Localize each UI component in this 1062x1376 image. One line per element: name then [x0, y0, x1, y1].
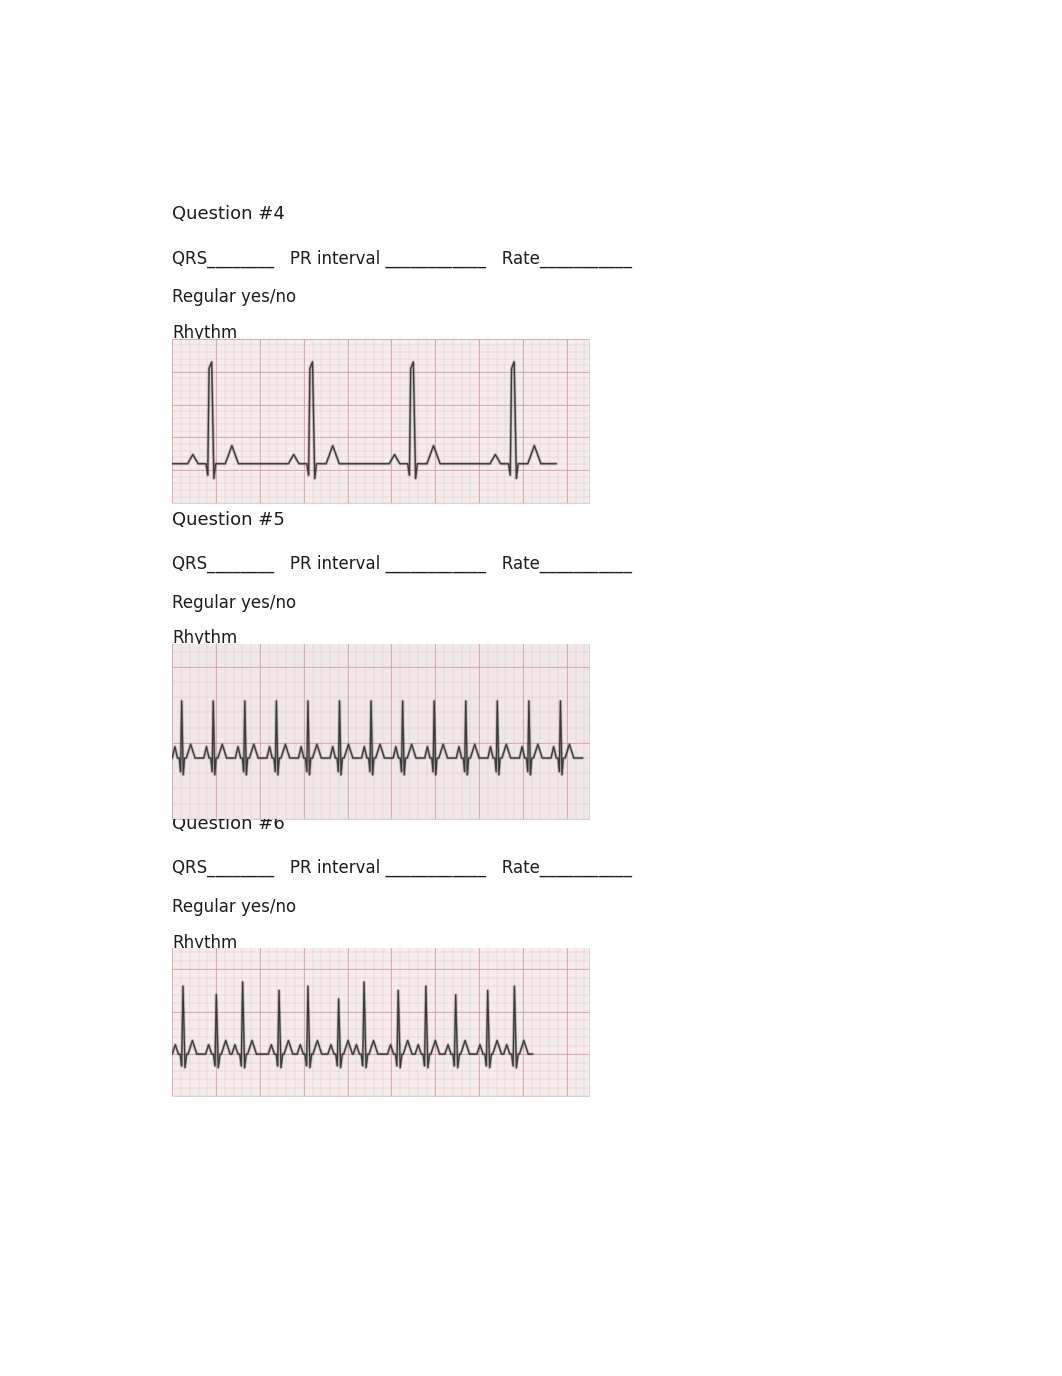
Bar	[172, 338, 588, 504]
Text: Rhythm____________: Rhythm____________	[172, 933, 338, 952]
Text: Question #4: Question #4	[172, 205, 285, 223]
Bar	[172, 948, 588, 1097]
Text: Regular yes/no: Regular yes/no	[172, 593, 296, 611]
Text: Question #5: Question #5	[172, 510, 285, 528]
Text: QRS________   PR interval ____________   Rate___________: QRS________ PR interval ____________ Rat…	[172, 250, 632, 268]
Text: QRS________   PR interval ____________   Rate___________: QRS________ PR interval ____________ Rat…	[172, 555, 632, 574]
Text: Regular yes/no: Regular yes/no	[172, 897, 296, 915]
Bar	[172, 644, 588, 819]
Text: Rhythm____________: Rhythm____________	[172, 325, 338, 343]
Text: Question #6: Question #6	[172, 815, 285, 832]
Text: Rhythm____________: Rhythm____________	[172, 629, 338, 648]
Text: QRS________   PR interval ____________   Rate___________: QRS________ PR interval ____________ Rat…	[172, 859, 632, 878]
Text: Regular yes/no: Regular yes/no	[172, 289, 296, 307]
